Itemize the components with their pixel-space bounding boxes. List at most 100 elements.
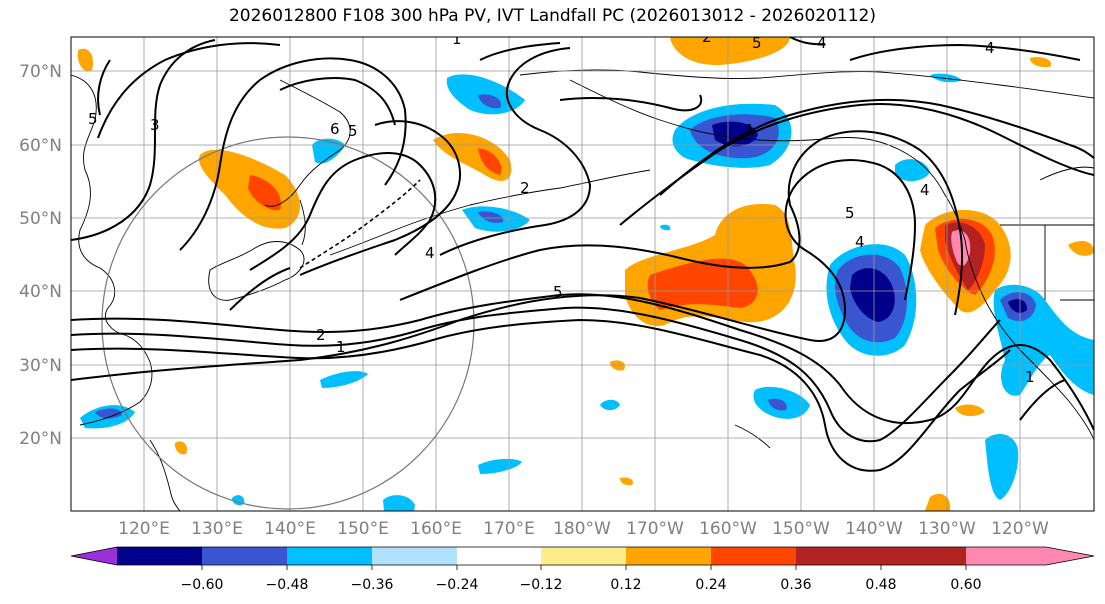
colorbar-segment [117,547,202,565]
negative-anomaly-tropical-1 [320,371,368,388]
positive-anomaly-east-asia-core [248,175,281,211]
coastlines [71,69,1094,511]
negative-anomaly-mexico [985,434,1019,500]
contour-label: 2 [702,28,712,46]
colorbar-ticks [201,565,967,570]
hawaii-islands [734,424,771,449]
negative-anomaly-alaska-core [712,121,758,147]
lon-label: 120°W [991,519,1049,539]
pv-contour-5 [399,130,964,316]
colorbar-tick-label: −0.24 [436,577,479,593]
negative-anomaly-bering [446,74,525,115]
colorbar-tick-label: −0.36 [351,577,394,593]
alaska-coast [569,79,966,241]
negative-anomaly-hawaii-core [768,398,787,411]
contour-label: 4 [855,233,865,251]
colorbar-tick-label: 0.60 [950,577,981,593]
negative-anomaly-tropical-2 [478,458,522,474]
negative-anomaly-gulf-core [850,268,895,322]
pv-contour-13 [97,42,281,139]
contour-label: 4 [425,244,435,262]
pv-contour-14 [97,59,111,116]
contour-label: 5 [752,34,762,52]
colorbar: −0.60 −0.48 −0.36 −0.24 −0.12 0.12 0.24 … [70,546,1095,593]
pv-contour-6 [439,47,592,256]
colorbar-tick-label: −0.12 [520,577,563,593]
pv-contour-19 [849,43,1081,61]
contour-label: 6 [330,120,340,138]
contour-label: 1 [1025,368,1035,386]
colorbar-segment [711,547,796,565]
map-frame [70,36,1095,512]
contour-label: 1 [336,338,346,356]
contour-label: 1 [452,30,462,48]
lon-label: 150°W [772,519,830,539]
kamchatka-coast [264,79,351,207]
positive-anomaly-central-pacific-core [647,258,758,310]
pv-contour-18 [559,94,703,112]
colorbar-outline [70,546,1095,566]
positive-anomaly-arctic-top [670,37,790,66]
north-america-coast [964,239,1094,441]
lon-labels: 120°E 130°E 140°E 150°E 160°E 170°E 180°… [118,519,1049,539]
lat-label: 20°N [19,429,62,449]
lat-label: 50°N [19,209,62,229]
colorbar-tick-label: 0.12 [610,577,641,593]
lon-label: 120°E [118,519,170,539]
positive-anomaly-small-5 [955,404,985,417]
positive-anomaly-small-1 [1068,240,1094,256]
pv-contours [71,37,1094,472]
negative-anomaly-southwest-max [1008,299,1028,313]
gridlines [71,37,1094,511]
pv-contour-16 [279,77,396,126]
positive-anomaly-small-3 [925,493,951,511]
arctic-coast [519,69,1094,99]
pv-contour-dashed [299,179,421,269]
lon-label: 130°E [191,519,243,539]
contour-label: 4 [985,39,995,57]
pv-contour-3 [71,318,1011,472]
contour-label: 5 [348,122,358,140]
sakhalin [299,199,306,246]
lat-label: 70°N [19,62,62,82]
lat-label: 40°N [19,282,62,302]
pv-contour-10 [179,57,407,251]
positive-anomaly-small-4 [1030,57,1052,68]
negative-anomaly-mid-pacific-core [478,211,504,223]
colorbar-segment [626,547,711,565]
lon-label: 180°W [553,519,611,539]
hudson [1039,166,1094,181]
negative-anomaly-taiwan-core [95,408,122,419]
pv-contour-8 [659,98,1094,196]
colorbar-segment [796,547,881,565]
contour-label: 5 [88,110,98,128]
negative-anomaly-tropical-3 [383,495,415,511]
contour-label: 5 [553,283,563,301]
contour-label: 2 [520,179,530,197]
lon-label: 140°E [264,519,316,539]
negative-anomaly-tropical-4 [600,399,620,411]
pv-contour-1 [71,293,1094,431]
lon-label: 160°W [699,519,757,539]
positive-anomaly-small-8 [77,48,94,72]
lon-label: 170°E [483,519,535,539]
pv-contour-21 [1019,379,1066,421]
lon-label: 170°W [626,519,684,539]
lon-label: 140°W [845,519,903,539]
pv-contour-9 [71,39,216,241]
negative-anomaly-bering-core [478,94,502,109]
colorbar-segment [202,547,287,565]
colorbar-max-extend [966,547,1094,565]
colorbar-tick-label: 0.48 [865,577,896,593]
contour-label: 4 [817,34,827,52]
asia-coast [71,74,153,426]
pv-contour-4 [71,159,917,381]
negative-anomaly-tropical-6 [930,73,962,83]
chart-title: 2026012800 F108 300 hPa PV, IVT Landfall… [228,6,876,26]
lat-label: 60°N [19,136,62,156]
colorbar-segment [372,547,457,565]
range-circle [101,136,475,510]
colorbar-segment [457,547,541,565]
map-area: 1 2 3 4 5 5 6 5 4 2 2 1 5 4 5 4 4 1 1 [71,28,1094,511]
